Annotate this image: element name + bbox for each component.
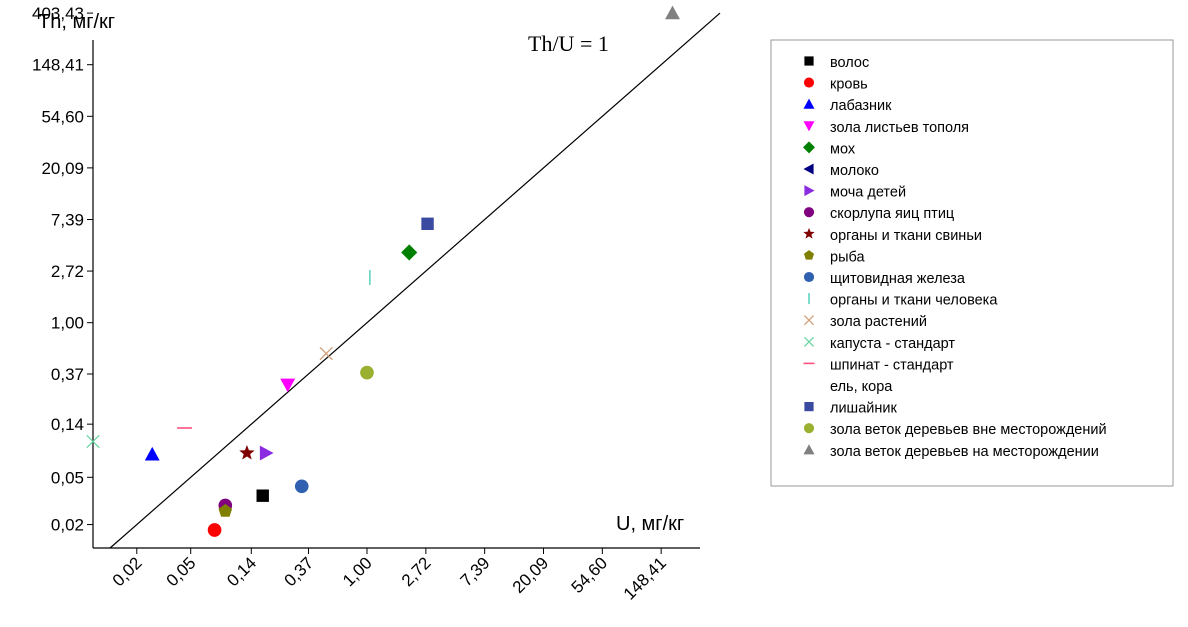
legend-entry-label: рыба <box>830 249 865 265</box>
legend-marker <box>803 77 815 88</box>
legend-marker <box>804 56 814 66</box>
legend-entry-label: зола веток деревьев вне месторождений <box>830 422 1107 438</box>
legend-entry-label: ель, кора <box>830 379 893 395</box>
legend-entry-label: шпинат - стандарт <box>830 357 954 373</box>
legend-marker <box>803 423 815 434</box>
legend-entry-label: капуста - стандарт <box>830 336 955 352</box>
x-tick-label: 1,00 <box>339 553 376 590</box>
y-tick-label: 0,02 <box>51 516 84 535</box>
y-tick-label: 1,00 <box>51 314 84 333</box>
legend-marker <box>803 250 815 260</box>
legend-marker <box>803 121 815 132</box>
legend: волос кровь лабазник зола листьев тополя мох… <box>770 39 1174 487</box>
legend-entry-label: зола листьев тополя <box>830 120 969 136</box>
legend-entry-label: органы и ткани свиньи <box>830 228 982 244</box>
legend-marker <box>804 185 815 197</box>
data-point <box>319 346 333 361</box>
x-tick-label: 7,39 <box>457 553 494 590</box>
x-tick-label: 0,02 <box>109 553 146 590</box>
data-markers <box>86 5 680 537</box>
legend-marker <box>803 444 815 455</box>
y-tick-label: 0,05 <box>51 468 84 487</box>
y-tick-label: 403,43 <box>32 4 84 23</box>
legend-entry-label: щитовидная железа <box>830 271 966 287</box>
x-tick-label: 2,72 <box>398 553 435 590</box>
legend-marker <box>803 271 815 283</box>
y-tick-label: 20,09 <box>41 159 84 178</box>
y-axis-title: Th, мг/кг <box>38 11 115 33</box>
data-point <box>280 378 296 393</box>
y-tick-label: 7,39 <box>51 210 84 229</box>
legend-marker <box>803 141 815 154</box>
reference-line-annotation: Th/U = 1 <box>528 31 609 56</box>
data-point <box>294 479 309 494</box>
x-tick-label: 0,05 <box>163 553 200 590</box>
y-tick-label: 54,60 <box>41 107 84 126</box>
data-point <box>239 444 255 460</box>
data-point <box>144 446 160 461</box>
legend-marker <box>803 336 815 347</box>
x-tick-label: 20,09 <box>509 553 553 597</box>
axes: 0,020,050,140,371,002,727,3920,0954,6014… <box>32 4 700 604</box>
legend-entry-label: органы и ткани человека <box>830 293 998 309</box>
data-point <box>259 445 274 461</box>
data-point <box>218 503 233 517</box>
y-tick-label: 0,14 <box>51 415 84 434</box>
legend-entry-label: моча детей <box>830 185 906 201</box>
legend-entry-label: скорлупа яиц птиц <box>830 206 954 222</box>
x-tick-label: 148,41 <box>620 553 670 603</box>
legend-frame <box>770 39 1174 487</box>
legend-marker <box>803 227 815 239</box>
legend-marker <box>803 163 814 175</box>
data-point <box>665 5 680 20</box>
x-tick-label: 0,14 <box>223 553 260 590</box>
x-tick-label: 0,37 <box>280 553 317 590</box>
data-point <box>86 434 100 449</box>
y-tick-label: 2,72 <box>51 262 84 281</box>
y-tick-label: 0,37 <box>51 365 84 384</box>
reference-line-group <box>109 12 721 549</box>
legend-entry-label: лабазник <box>830 98 892 114</box>
data-point <box>421 217 434 230</box>
legend-marker <box>803 315 815 326</box>
legend-entry-label: молоко <box>830 163 879 179</box>
legend-entry-label: лишайник <box>830 401 897 417</box>
legend-marker <box>804 402 814 412</box>
data-point <box>401 244 418 261</box>
legend-marker <box>803 207 815 218</box>
data-point <box>360 365 374 380</box>
reference-line <box>109 12 721 549</box>
legend-marker <box>803 98 815 109</box>
data-point <box>256 489 269 502</box>
legend-entry-label: кровь <box>830 77 868 93</box>
data-point <box>207 523 222 537</box>
legend-entry-label: мох <box>830 141 856 157</box>
legend-entry-label: зола веток деревьев на месторождении <box>830 444 1099 460</box>
y-tick-label: 148,41 <box>32 56 84 75</box>
legend-entry-label: зола растений <box>830 314 927 330</box>
x-axis-title: U, мг/кг <box>616 513 684 535</box>
legend-entry-label: волос <box>830 55 869 71</box>
x-tick-label: 54,60 <box>568 553 612 597</box>
